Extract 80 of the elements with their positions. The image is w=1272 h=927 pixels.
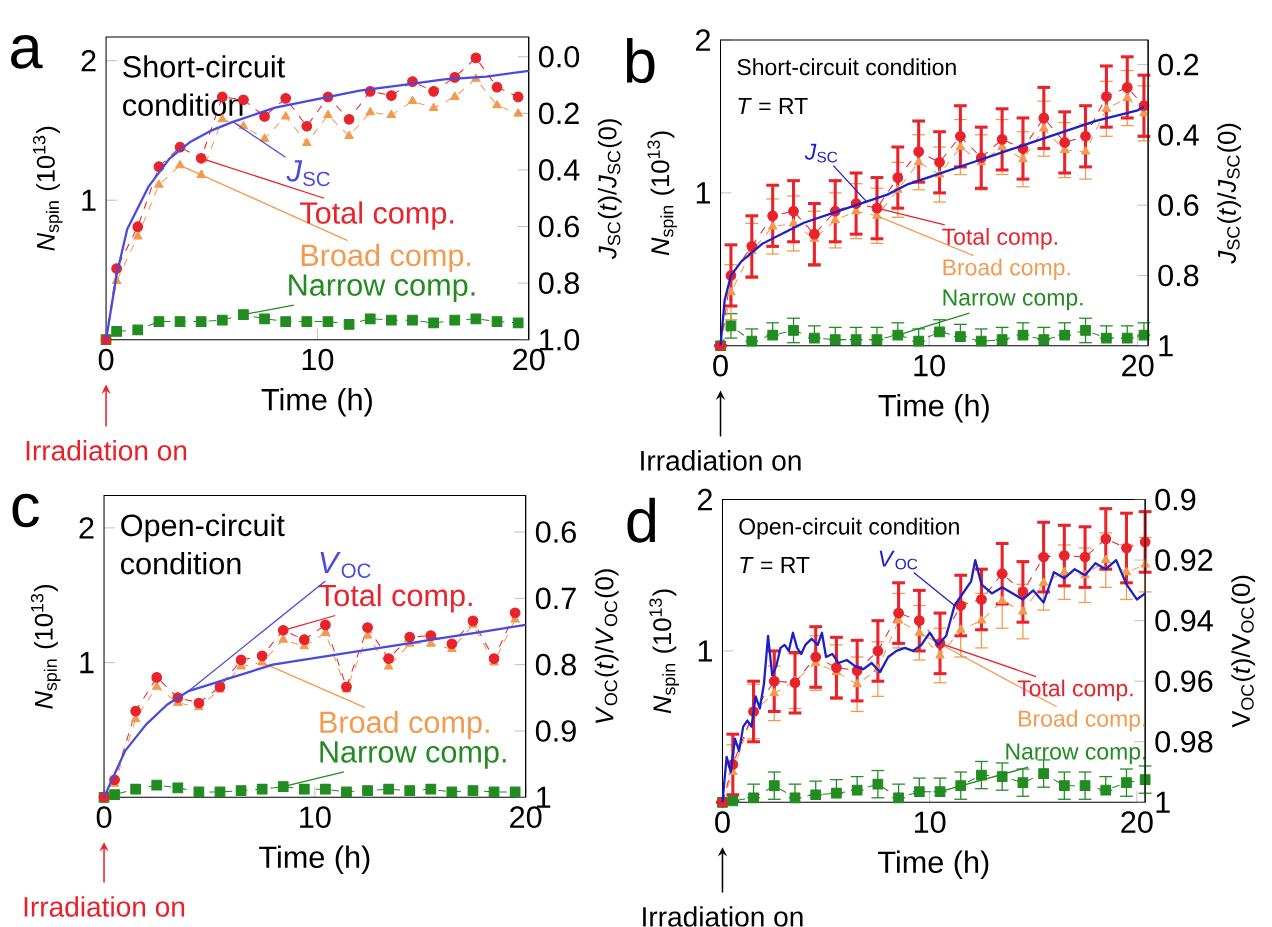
y-tick-label: 2 — [79, 517, 94, 539]
y2-tick-label: 0.4 — [538, 159, 580, 181]
y2-axis-title: V$_{OC}$(t)/V$_{OC}$(0) — [594, 569, 619, 724]
x-tick-label: 20 — [1122, 354, 1154, 377]
x-tick-label: 20 — [510, 806, 542, 829]
y2-tick-label: 0.96 — [1155, 670, 1213, 693]
y-axis-title: N$_{spin}$ (10$^{13}$) — [649, 589, 679, 714]
y2-tick-label: 0.8 — [1158, 264, 1199, 287]
text: Irradiation on — [641, 450, 801, 471]
x-axis-title: Time (h) — [259, 845, 370, 875]
y-tick-label: 2 — [695, 29, 710, 51]
series-label: Total comp. — [318, 583, 472, 613]
text: Total comp. — [300, 201, 454, 230]
series-label: Narrow comp. — [289, 274, 475, 303]
y-tick-label: 1 — [82, 189, 96, 211]
chart-title: d — [627, 497, 656, 543]
y2-axis-title: V$_{OC}$(t)/V$_{OC}$(0) — [1231, 575, 1256, 728]
y-tick-label: 2 — [81, 50, 96, 72]
y2-tick-label: 0.6 — [1158, 194, 1199, 217]
x-axis-title: Time (h) — [261, 388, 372, 417]
x-axis-title: Time (h) — [878, 394, 989, 423]
y2-tick-label: 1 — [1156, 791, 1170, 813]
x-tick-label: 20 — [1121, 811, 1153, 834]
text: Total comp. — [1017, 679, 1133, 702]
annotation: Open-circuit condition — [739, 517, 959, 540]
x-tick-label: 10 — [302, 348, 334, 371]
series-label: Narrow comp. — [320, 741, 506, 769]
y2-tick-label: 0.92 — [1155, 549, 1213, 572]
y-axis-title: N$_{spin}$ (10$^{13}$) — [30, 585, 61, 709]
x-axis-title: Time (h) — [878, 850, 989, 880]
y2-tick-label: 1 — [1159, 335, 1173, 357]
y2-tick-label: 0.2 — [1158, 53, 1199, 76]
y2-tick-label: 0.6 — [538, 215, 579, 238]
y-tick-label: 2 — [697, 488, 712, 511]
text: J$_{SC}$ — [804, 143, 838, 163]
y2-tick-label: 0.9 — [1155, 488, 1196, 511]
x-tick-label: 10 — [914, 354, 945, 377]
x-tick-label: 10 — [300, 806, 331, 829]
y-tick-label: 1 — [80, 652, 94, 674]
y-axis-title: N$_{spin}$ (10$^{13}$) — [32, 126, 63, 251]
chart-title: b — [626, 38, 655, 84]
y2-tick-label: 0.6 — [535, 521, 576, 543]
x-tick-label: 0 — [713, 354, 728, 377]
y-tick-label: 1 — [698, 640, 712, 662]
y2-axis-title: J$_{SC}$(t)/J$_{SC}$(0) — [597, 119, 622, 260]
series-label: Narrow comp. — [943, 289, 1083, 311]
text: Irradiation on — [24, 896, 185, 917]
x-tick-label: 0 — [715, 811, 730, 834]
y2-tick-label: 0.0 — [538, 46, 580, 68]
y2-tick-label: 0.98 — [1155, 731, 1213, 753]
text: Broad comp. — [301, 243, 471, 273]
y-tick-label: 1 — [696, 182, 710, 204]
text: Irradiation on — [643, 906, 803, 927]
y2-tick-label: 0.9 — [535, 720, 576, 742]
y2-tick-label: 0.8 — [535, 653, 576, 676]
annotation: Short-circuit condition — [123, 55, 285, 117]
legend-label: J$_{SC}$ — [286, 160, 330, 187]
text: V$_{OC}$ — [320, 552, 371, 578]
legend-label: Broad comp. — [320, 710, 489, 740]
x-tick-label: 10 — [914, 811, 946, 834]
y2-tick-label: 0.4 — [1158, 124, 1199, 146]
text: V$_{OC}$ — [879, 550, 918, 570]
y2-tick-label: 0.94 — [1155, 609, 1213, 632]
y2-tick-label: 0.7 — [535, 587, 576, 610]
y2-tick-label: 1 — [537, 786, 551, 808]
text: Irradiation on — [26, 440, 187, 461]
text: Total comp. — [942, 228, 1057, 250]
annotation: T = RT — [740, 557, 810, 574]
annotation: Short-circuit condition — [737, 58, 956, 76]
annotation: Open-circuit condition — [121, 513, 285, 575]
legend-label: Broad comp. — [943, 258, 1070, 281]
chart-title: c — [12, 493, 39, 528]
y2-tick-label: 0.8 — [538, 272, 579, 295]
y2-axis-title: J$_{SC}$(t)/J$_{SC}$(0) — [1217, 123, 1242, 264]
y2-tick-label: 0.2 — [538, 102, 579, 125]
x-tick-label: 0 — [98, 348, 114, 371]
chart-title: a — [11, 35, 43, 69]
y-axis-title: N$_{spin}$ (10$^{13}$) — [647, 131, 677, 256]
x-tick-label: 0 — [96, 806, 112, 829]
annotation: T = RT — [738, 98, 808, 114]
